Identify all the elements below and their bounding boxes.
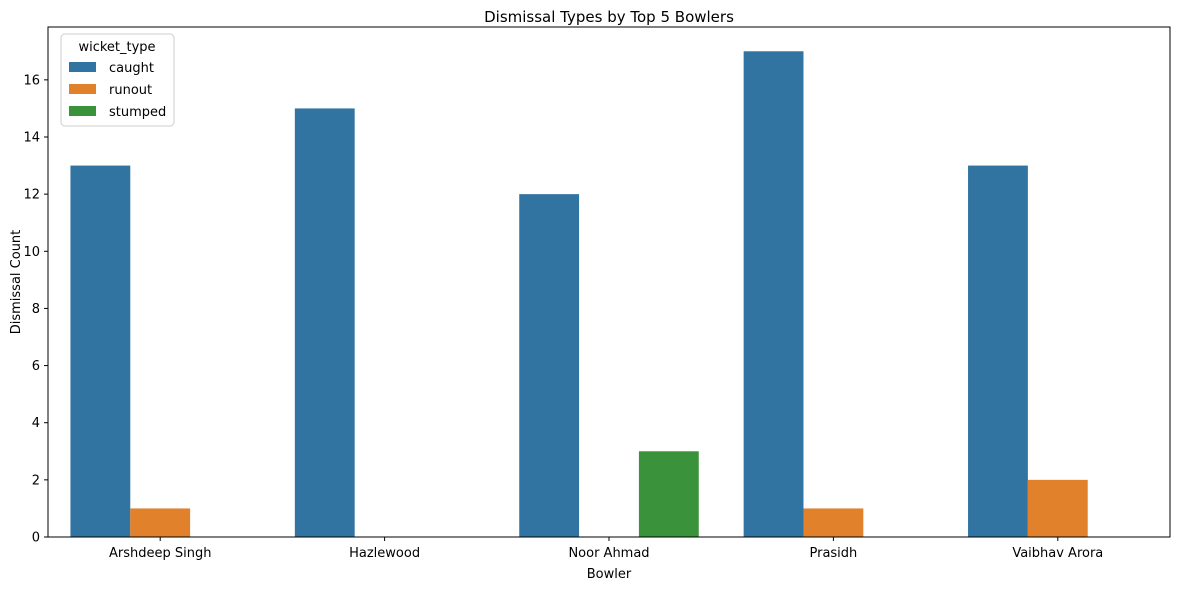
legend: wicket_type caught runout stumped (60, 33, 175, 127)
bar-caught (70, 165, 131, 538)
y-tick-label: 8 (32, 302, 40, 317)
x-tick-label: Vaibhav Arora (1012, 546, 1103, 561)
bar-runout (130, 508, 191, 537)
legend-title: wicket_type (78, 40, 155, 55)
bar-runout (1027, 479, 1088, 537)
legend-swatch-stumped (69, 106, 96, 116)
x-tick-label: Noor Ahmad (568, 546, 649, 561)
y-axis: 0 2 4 6 8 10 12 14 16 (23, 73, 48, 546)
x-tick-label: Prasidh (809, 546, 857, 561)
plot-frame (47, 26, 1171, 538)
legend-label-stumped: stumped (109, 105, 166, 120)
y-tick-label: 10 (23, 245, 40, 260)
bar-caught (968, 165, 1028, 538)
y-tick-label: 16 (23, 73, 40, 88)
legend-swatch-runout (69, 84, 96, 94)
y-tick-label: 0 (32, 531, 40, 546)
legend-box (60, 33, 175, 127)
x-axis: Arshdeep Singh Hazlewood Noor Ahmad Prasidh… (109, 537, 1103, 561)
chart-title: Dismissal Types by Top 5 Bowlers (484, 8, 734, 26)
y-tick-label: 2 (32, 473, 40, 488)
bar-caught (519, 194, 580, 537)
y-tick-label: 6 (32, 359, 40, 374)
x-tick-label: Hazlewood (349, 546, 420, 561)
y-axis-label: Dismissal Count (9, 230, 24, 335)
bar-caught (294, 108, 355, 537)
y-tick-label: 12 (23, 188, 40, 203)
y-tick-label: 14 (23, 131, 40, 146)
bars-group (70, 51, 1088, 538)
bar-runout (803, 508, 864, 537)
y-tick-label: 4 (32, 416, 40, 431)
legend-items: caught runout stumped (69, 61, 166, 120)
bar-caught (743, 51, 804, 538)
bar-stumped (638, 451, 699, 537)
x-tick-label: Arshdeep Singh (109, 546, 211, 561)
legend-label-runout: runout (109, 83, 152, 98)
legend-swatch-caught (69, 62, 96, 72)
legend-label-caught: caught (109, 61, 154, 76)
x-axis-label: Bowler (587, 567, 632, 582)
